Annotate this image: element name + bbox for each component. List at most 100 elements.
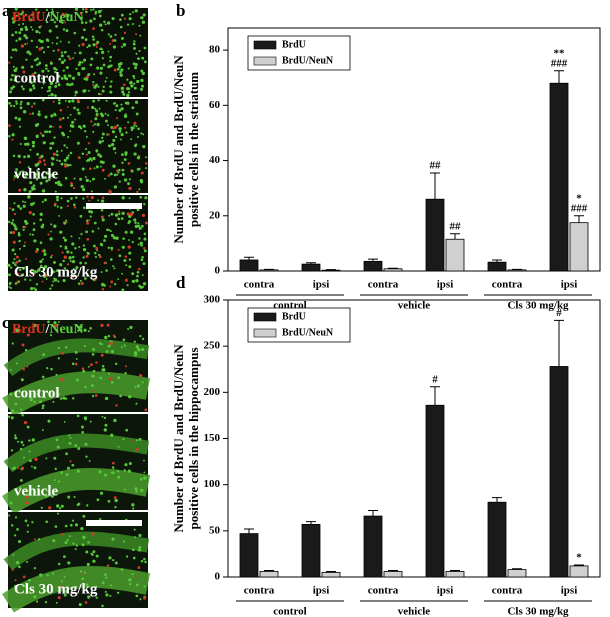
cell bbox=[101, 415, 104, 418]
cell bbox=[104, 423, 108, 427]
cell bbox=[140, 488, 144, 492]
cell bbox=[31, 188, 34, 191]
cell bbox=[127, 245, 131, 249]
cell bbox=[120, 138, 122, 141]
cell bbox=[121, 288, 125, 292]
cell bbox=[90, 196, 94, 200]
cell bbox=[65, 452, 68, 456]
cell bbox=[45, 20, 49, 24]
cell bbox=[26, 561, 28, 563]
cell bbox=[53, 66, 57, 70]
cell bbox=[41, 429, 44, 431]
cell bbox=[100, 28, 104, 32]
cell bbox=[63, 593, 67, 597]
cell bbox=[18, 188, 22, 192]
cell bbox=[82, 535, 86, 540]
cell bbox=[64, 21, 67, 24]
cell bbox=[10, 524, 14, 527]
cell bbox=[71, 397, 75, 400]
bar bbox=[569, 222, 589, 272]
cell bbox=[75, 378, 79, 382]
cell bbox=[122, 237, 125, 240]
cell bbox=[117, 278, 120, 281]
cell bbox=[52, 260, 56, 264]
cell bbox=[35, 45, 39, 49]
cell bbox=[41, 200, 44, 203]
cell bbox=[143, 247, 146, 250]
bar bbox=[507, 569, 527, 578]
cell bbox=[100, 9, 103, 12]
cell bbox=[111, 17, 115, 21]
cell bbox=[127, 469, 131, 473]
x-tick-label: ipsi bbox=[437, 585, 454, 597]
cell bbox=[141, 381, 144, 384]
cell bbox=[7, 263, 11, 267]
cell bbox=[19, 27, 24, 32]
cell bbox=[131, 272, 135, 276]
y-tick-label: 150 bbox=[204, 432, 221, 444]
cell bbox=[70, 523, 73, 527]
cell bbox=[67, 136, 70, 139]
cell bbox=[49, 334, 53, 337]
cell bbox=[59, 263, 63, 267]
cell bbox=[23, 266, 26, 270]
cell bbox=[76, 414, 80, 418]
cell bbox=[8, 101, 11, 105]
cell bbox=[20, 378, 24, 382]
cell bbox=[84, 38, 88, 41]
cell bbox=[105, 269, 108, 272]
cell bbox=[105, 99, 108, 102]
cell bbox=[81, 430, 85, 434]
legend-swatch bbox=[253, 312, 277, 322]
cell bbox=[9, 90, 13, 94]
cell bbox=[87, 330, 90, 333]
cell bbox=[121, 245, 125, 249]
cell bbox=[118, 254, 122, 258]
panel-label: a bbox=[2, 1, 11, 20]
cell bbox=[134, 143, 138, 146]
cell bbox=[108, 214, 111, 217]
cell bbox=[51, 572, 55, 575]
cell bbox=[142, 13, 146, 17]
cell bbox=[26, 530, 29, 533]
cell bbox=[41, 69, 45, 73]
cell bbox=[76, 141, 80, 145]
cell bbox=[144, 196, 148, 200]
cell bbox=[140, 171, 144, 175]
cell bbox=[26, 222, 29, 225]
cell bbox=[54, 468, 57, 471]
cell bbox=[120, 68, 124, 72]
cell bbox=[64, 99, 67, 102]
cell bbox=[67, 55, 70, 58]
cell bbox=[63, 144, 66, 147]
cell bbox=[8, 124, 11, 127]
cell bbox=[104, 573, 107, 576]
cell bbox=[127, 327, 130, 330]
cell bbox=[112, 45, 117, 49]
cell bbox=[72, 273, 76, 276]
cell bbox=[71, 463, 75, 467]
cell bbox=[88, 158, 91, 161]
cell bbox=[32, 86, 36, 90]
cell bbox=[122, 43, 127, 47]
cell bbox=[137, 267, 141, 271]
cell bbox=[33, 400, 36, 403]
micrograph: BrdU/NeuN control bbox=[8, 7, 148, 98]
cell bbox=[140, 78, 144, 83]
cell bbox=[71, 120, 75, 124]
cell bbox=[121, 161, 124, 165]
cell bbox=[138, 188, 141, 191]
cell bbox=[67, 74, 71, 77]
cell bbox=[76, 469, 80, 473]
cell bbox=[111, 537, 115, 541]
cell bbox=[98, 107, 101, 110]
cell bbox=[140, 69, 144, 73]
cell bbox=[53, 324, 58, 328]
cell bbox=[98, 14, 102, 18]
cell bbox=[111, 466, 115, 469]
cell bbox=[128, 186, 132, 191]
cell bbox=[69, 163, 72, 167]
cell bbox=[100, 114, 105, 118]
cell bbox=[58, 19, 63, 23]
cell bbox=[86, 504, 89, 507]
